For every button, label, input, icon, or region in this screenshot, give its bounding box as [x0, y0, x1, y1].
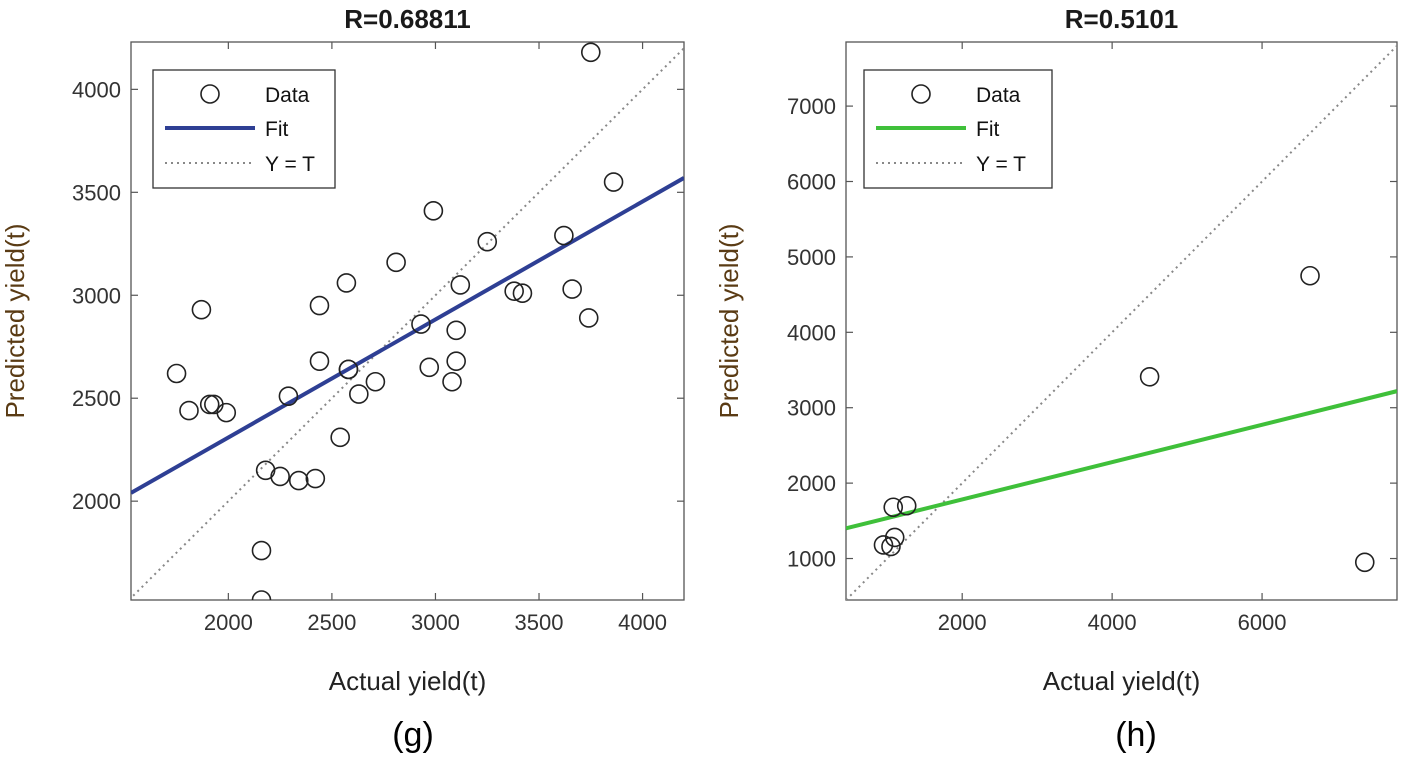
- data-point: [442, 371, 462, 392]
- data-point: [883, 497, 904, 518]
- legend-label-identity: Y = T: [976, 153, 1026, 176]
- data-point: [336, 273, 357, 293]
- data-point: [884, 527, 905, 548]
- data-point: [512, 283, 533, 304]
- data-point: [411, 314, 431, 334]
- legend-label-fit: Fit: [976, 118, 999, 141]
- identity-line: [846, 44, 1397, 600]
- data-point: [309, 351, 330, 371]
- data-point: [477, 231, 498, 252]
- y-tick-label: 3000: [72, 283, 121, 308]
- data-point: [199, 394, 220, 415]
- data-point: [562, 279, 582, 299]
- legend: Data Fit Y = T: [863, 69, 1053, 189]
- x-tick-label: 2000: [204, 610, 253, 635]
- data-point: [446, 351, 466, 371]
- y-tick-label: 6000: [787, 170, 836, 195]
- chart-title: R=0.5101: [1065, 4, 1178, 34]
- data-point: [450, 275, 471, 295]
- data-point: [504, 281, 524, 301]
- data-point: [1139, 366, 1160, 387]
- legend-marker-data: [911, 84, 931, 104]
- x-tick-label: 3000: [411, 610, 460, 635]
- y-tick-label: 4000: [787, 320, 836, 345]
- y-tick-label: 2500: [72, 386, 121, 411]
- y-tick-label: 1000: [787, 547, 836, 572]
- data-point: [578, 308, 599, 328]
- data-point: [349, 384, 369, 404]
- data-point: [603, 172, 624, 192]
- legend-label-data: Data: [976, 84, 1021, 107]
- data-point: [288, 470, 309, 491]
- x-axis-label: Actual yield(t): [1043, 666, 1201, 696]
- data-point: [419, 357, 440, 378]
- x-tick-label: 3500: [515, 610, 564, 635]
- data-point: [365, 371, 386, 392]
- data-point: [305, 468, 326, 489]
- panel-label: (g): [392, 716, 434, 754]
- legend-marker-data: [200, 84, 220, 104]
- fit-line: [131, 176, 684, 495]
- x-tick-label: 2000: [938, 610, 987, 635]
- data-point: [554, 225, 574, 246]
- data-point: [873, 535, 894, 555]
- y-tick-label: 2000: [787, 471, 836, 496]
- data-point: [1300, 265, 1320, 286]
- legend-label-identity: Y = T: [265, 153, 315, 176]
- x-tick-label: 4000: [1088, 610, 1137, 635]
- data-point: [330, 427, 350, 448]
- data-point: [881, 536, 901, 557]
- data-point: [309, 295, 330, 316]
- chart-title: R=0.68811: [344, 4, 471, 34]
- legend-label-data: Data: [265, 84, 310, 107]
- y-tick-label: 4000: [72, 77, 121, 102]
- x-tick-label: 6000: [1238, 610, 1287, 635]
- data-point: [338, 359, 359, 380]
- x-axis-label: Actual yield(t): [329, 666, 487, 696]
- data-point: [166, 363, 187, 384]
- data-point: [423, 201, 444, 221]
- chart-panel-g: R=0.68811 2000 2500 3000 3500 4000 2000 2500 300…: [0, 4, 685, 754]
- data-point: [446, 320, 466, 341]
- data-point: [251, 590, 272, 600]
- chart-panel-h: R=0.5101 2000 4000 6000 1000 2000 3000 4000 5000…: [714, 4, 1398, 754]
- data-point: [386, 252, 406, 273]
- y-tick-label: 2000: [72, 489, 121, 514]
- y-tick-label: 7000: [787, 94, 836, 119]
- data-point: [1354, 552, 1375, 573]
- y-tick-label: 3000: [787, 396, 836, 421]
- legend: Data Fit Y = T: [152, 69, 336, 189]
- y-tick-label: 3500: [72, 180, 121, 205]
- plot-content: [131, 42, 684, 600]
- panel-label: (h): [1115, 716, 1157, 754]
- y-axis-label: Predicted yield(t): [714, 223, 744, 418]
- data-point: [278, 386, 299, 406]
- data-point: [270, 466, 290, 487]
- data-point: [216, 402, 237, 423]
- data-point: [191, 299, 212, 320]
- x-tick-label: 4000: [618, 610, 667, 635]
- data-point: [580, 42, 601, 63]
- legend-label-fit: Fit: [265, 118, 288, 141]
- y-axis-label: Predicted yield(t): [0, 223, 30, 418]
- x-tick-label: 2500: [307, 610, 356, 635]
- data-point: [179, 400, 199, 421]
- fit-line: [846, 389, 1397, 531]
- y-tick-label: 5000: [787, 245, 836, 270]
- data-point: [251, 540, 272, 561]
- data-point: [896, 495, 917, 516]
- plot-content: [846, 44, 1397, 600]
